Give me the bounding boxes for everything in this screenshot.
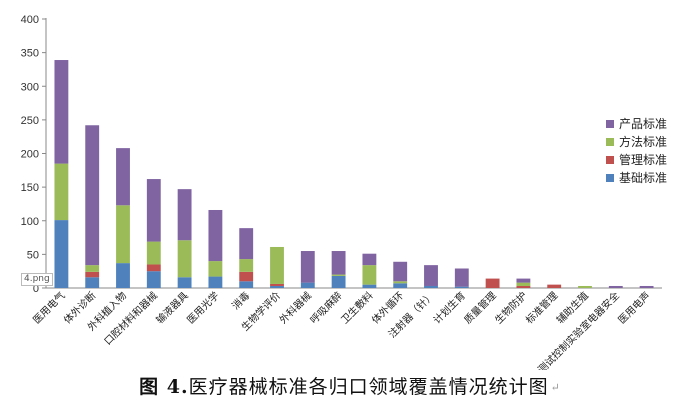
bar-segment xyxy=(393,281,408,284)
bar-segment xyxy=(239,259,254,272)
x-tick-label: 呼吸麻醉 xyxy=(307,289,344,326)
x-tick-label: 生物防护 xyxy=(492,289,529,326)
bar-segment xyxy=(177,277,192,288)
bar-segment xyxy=(85,277,100,288)
bar-segment xyxy=(424,285,438,288)
bar-segment xyxy=(454,286,469,288)
bar-segment xyxy=(270,246,284,284)
bar-segment xyxy=(54,60,69,164)
bar-segment xyxy=(208,261,223,277)
bar-segment xyxy=(578,285,592,288)
bar-segment xyxy=(239,281,254,288)
bar-segment xyxy=(116,263,130,288)
bar-segment xyxy=(85,271,100,278)
x-tick-label: 计划生育 xyxy=(430,289,467,326)
legend-swatch xyxy=(606,156,614,164)
bar-segment xyxy=(485,278,500,288)
bar-segment xyxy=(393,283,408,288)
bar-segment xyxy=(516,278,531,283)
image-filename-tag: 4.png xyxy=(21,273,53,286)
bar-segment xyxy=(331,274,346,276)
bar-segment xyxy=(639,285,654,288)
x-tick-label: 标准管理 xyxy=(523,289,560,326)
bar-segment xyxy=(146,271,161,288)
x-tick-label: 质量管理 xyxy=(461,289,498,326)
x-tick-label: 消毒 xyxy=(229,289,252,312)
legend-label: 管理标准 xyxy=(619,152,667,167)
bar-segment xyxy=(116,205,130,264)
bar-segment xyxy=(516,285,531,288)
bar-segment xyxy=(547,284,562,288)
y-tick-label: 200 xyxy=(21,149,39,161)
bar-segment xyxy=(270,285,284,288)
bar-segment xyxy=(54,220,69,288)
x-tick-label: 医用电声 xyxy=(615,289,652,326)
legend-label: 方法标准 xyxy=(619,134,667,149)
bar-segment xyxy=(424,265,438,286)
bar-segment xyxy=(54,163,69,221)
bar-segment xyxy=(85,265,100,272)
y-tick-label: 400 xyxy=(21,14,39,26)
bar-segment xyxy=(362,284,377,288)
caption-text: 医疗器械标准各归口领域覆盖情况统计图 xyxy=(188,376,549,398)
bar-segment xyxy=(146,264,161,272)
stacked-bar-chart: 050100150200250300350400医用电气体外诊断外科植入物口腔材… xyxy=(21,14,667,370)
bar-segment xyxy=(300,282,315,288)
return-mark-icon: ↵ xyxy=(550,381,561,394)
y-tick-label: 0 xyxy=(33,283,39,295)
bar-segment xyxy=(516,282,531,286)
legend-swatch xyxy=(606,138,614,146)
bar-segment xyxy=(116,148,130,206)
bar-segment xyxy=(146,179,161,242)
bar-segment xyxy=(239,228,254,260)
x-tick-label: 外科器械 xyxy=(276,289,313,326)
x-tick-label: 输液器具 xyxy=(153,289,190,326)
bar-segment xyxy=(362,265,377,285)
y-tick-label: 150 xyxy=(21,182,39,194)
bar-segment xyxy=(300,251,315,283)
bar-segment xyxy=(208,209,223,262)
x-tick-label: 卫生敷料 xyxy=(338,289,375,326)
y-tick-label: 250 xyxy=(21,115,39,127)
bar-segment xyxy=(85,125,100,266)
y-tick-label: 100 xyxy=(21,216,39,228)
bar-segment xyxy=(177,189,192,241)
bar-segment xyxy=(331,275,346,288)
bar-segment xyxy=(393,261,408,282)
bar-segment xyxy=(331,251,346,275)
y-tick-label: 350 xyxy=(21,48,39,60)
caption-number: 图 4. xyxy=(139,376,189,398)
legend-label: 基础标准 xyxy=(619,171,667,185)
y-tick-label: 300 xyxy=(21,81,39,93)
bar-segment xyxy=(208,276,223,288)
bar-segment xyxy=(177,240,192,278)
legend-swatch xyxy=(606,174,614,182)
bar-segment xyxy=(239,271,254,282)
legend-label: 产品标准 xyxy=(619,117,667,131)
bar-segment xyxy=(362,253,377,266)
bar-segment xyxy=(270,283,284,286)
x-tick-label: 口腔材料和器械 xyxy=(101,289,160,348)
bar-segment xyxy=(146,241,161,265)
bar-segment xyxy=(454,268,469,287)
bar-segment xyxy=(608,285,623,288)
legend-swatch xyxy=(606,120,614,128)
figure-caption: 图 4.医疗器械标准各归口领域覆盖情况统计图 ↵ xyxy=(0,372,700,399)
y-tick-label: 50 xyxy=(27,249,39,261)
x-tick-label: 医用光学 xyxy=(184,289,221,326)
